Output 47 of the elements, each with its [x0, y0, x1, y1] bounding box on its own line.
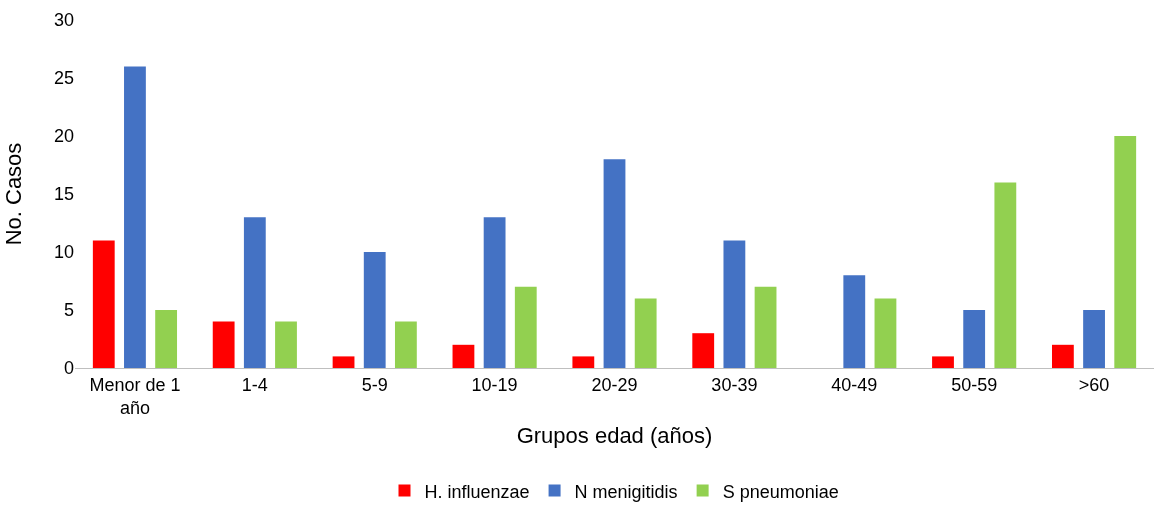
bar: [572, 356, 595, 368]
bar: [1083, 310, 1105, 368]
bar: [1114, 136, 1137, 368]
legend-label: S pneumoniae: [722, 481, 839, 502]
x-tick-label: Menor de 1 año: [89, 374, 181, 418]
x-tick-label: 5-9: [361, 374, 388, 395]
x-tick-label: 30-39: [711, 374, 758, 395]
x-tick-label: >60: [1078, 374, 1110, 395]
bar: [692, 333, 715, 368]
x-tick-label: 40-49: [831, 374, 878, 395]
bar: [994, 182, 1017, 368]
bar: [634, 298, 657, 368]
bar: [394, 321, 417, 368]
bar: [1051, 344, 1074, 368]
y-tick-label: 20: [53, 126, 74, 147]
bar: [754, 286, 777, 368]
bar: [332, 356, 355, 368]
bar: [243, 217, 266, 368]
x-axis-title: Grupos edad (años): [516, 422, 713, 448]
bar: [155, 310, 178, 368]
y-tick-label: 0: [63, 358, 74, 379]
y-axis-title: No. Casos: [1, 142, 26, 246]
bar: [452, 344, 475, 368]
y-tick-label: 25: [53, 68, 74, 89]
x-tick-label: 50-59: [951, 374, 998, 395]
bar: [483, 217, 506, 368]
legend-label: H. influenzae: [424, 481, 530, 502]
bar: [874, 298, 897, 368]
bar: [124, 66, 146, 368]
bar: [363, 252, 386, 368]
bar: [932, 356, 954, 368]
x-tick-label: 10-19: [471, 374, 518, 395]
y-tick-label: 15: [53, 184, 74, 205]
y-tick-label: 5: [63, 300, 74, 321]
bar: [92, 240, 115, 368]
legend-label: N menigitidis: [574, 481, 678, 502]
y-tick-label: 10: [53, 242, 74, 263]
bar: [843, 275, 866, 368]
x-tick-label: 1-4: [241, 374, 268, 395]
x-tick-label: 20-29: [591, 374, 638, 395]
bar: [603, 159, 626, 368]
bar: [212, 321, 235, 368]
bar: [275, 321, 297, 368]
bar: [723, 240, 746, 368]
y-tick-label: 30: [53, 10, 74, 31]
bar: [514, 286, 537, 368]
bar: [963, 310, 986, 368]
